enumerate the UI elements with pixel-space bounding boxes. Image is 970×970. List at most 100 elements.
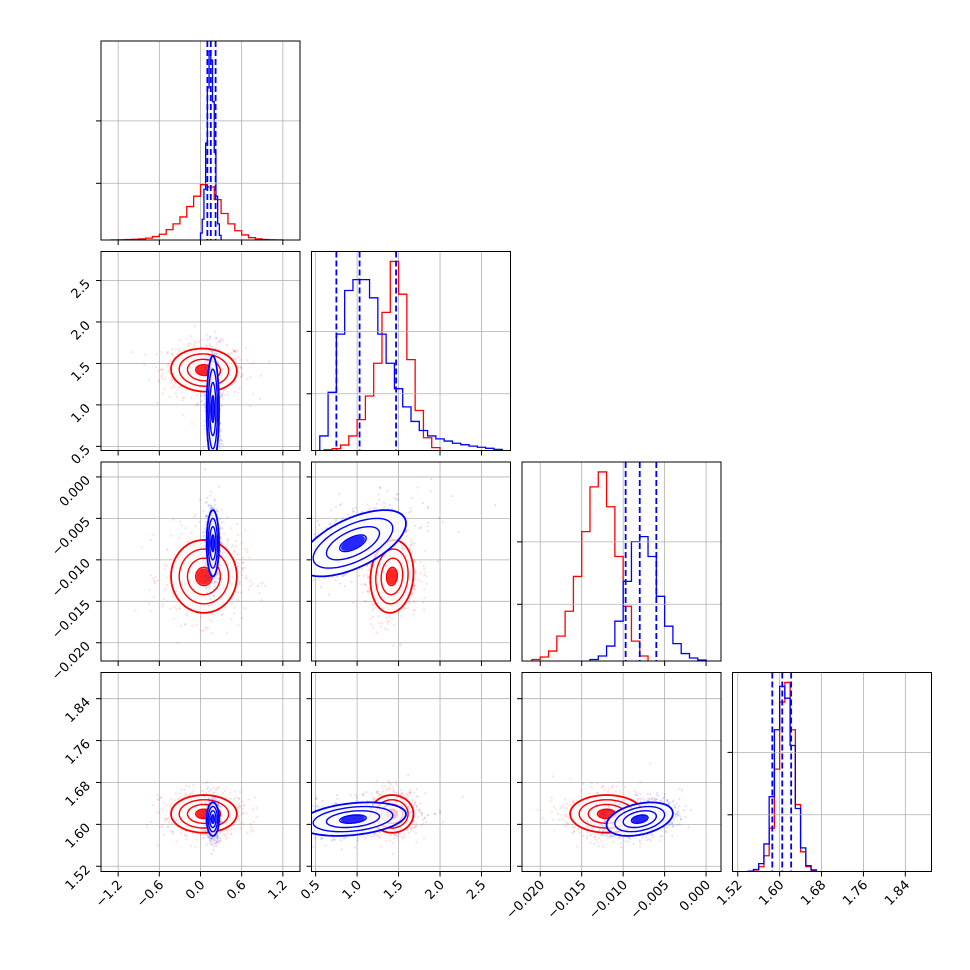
scatter-point (245, 577, 248, 580)
scatter-point (202, 789, 205, 792)
scatter-point (192, 343, 196, 346)
scatter-point (207, 835, 210, 838)
scatter-point (180, 624, 183, 628)
scatter-point (215, 789, 218, 792)
scatter-point (221, 613, 224, 616)
scatter-point (203, 823, 206, 826)
scatter-point (239, 826, 242, 830)
scatter-point (233, 350, 237, 353)
scatter-point (378, 562, 381, 565)
scatter-point (218, 577, 221, 580)
scatter-point (230, 352, 233, 355)
scatter-point (217, 451, 219, 453)
scatter-point (379, 486, 382, 489)
scatter-point (226, 538, 229, 541)
scatter-point (183, 348, 186, 351)
scatter-point (388, 788, 391, 791)
scatter-point (213, 839, 216, 842)
scatter-point (240, 542, 243, 545)
scatter-point (217, 840, 221, 843)
scatter-point (286, 581, 288, 583)
scatter-point (156, 370, 159, 373)
scatter-point (205, 803, 209, 806)
scatter-point (221, 404, 224, 407)
scatter-point (204, 501, 207, 504)
scatter-point (170, 386, 173, 389)
scatter-point (233, 350, 236, 354)
scatter-point (210, 797, 213, 800)
scatter-point (360, 583, 363, 586)
scatter-point (221, 527, 224, 530)
scatter-point (230, 602, 234, 606)
scatter-point (209, 839, 213, 843)
scatter-point (242, 812, 245, 815)
scatter-point (249, 823, 252, 826)
scatter-point (386, 620, 389, 623)
scatter-point (230, 546, 233, 549)
scatter-point (399, 642, 402, 645)
scatter-point (222, 587, 225, 590)
scatter-point (175, 608, 178, 611)
plot-area (531, 462, 707, 661)
scatter-point (236, 553, 239, 556)
scatter-point (175, 840, 178, 843)
scatter-point (414, 578, 417, 581)
contour-3 (205, 355, 220, 451)
scatter-point (215, 468, 217, 470)
scatter-point (252, 829, 255, 833)
scatter-point (338, 492, 341, 495)
scatter-point (244, 346, 248, 350)
scatter-point (205, 375, 208, 378)
x-tick-label-4: 1.2 (265, 878, 290, 903)
scatter-point (216, 468, 218, 470)
scatter-point (216, 454, 218, 456)
scatter-point (220, 374, 223, 377)
scatter-point (413, 560, 416, 564)
scatter-point (426, 529, 430, 533)
scatter-point (215, 836, 218, 839)
scatter-point (194, 845, 197, 849)
scatter-point (415, 787, 418, 791)
panel-1-1 (306, 251, 511, 456)
scatter-point (211, 503, 213, 505)
scatter-point (318, 523, 321, 527)
scatter-point (206, 834, 209, 837)
scatter-point (205, 501, 209, 504)
scatter-point (375, 571, 379, 574)
scatter-point (210, 482, 212, 484)
scatter-point (164, 567, 167, 570)
scatter-point (243, 566, 246, 569)
scatter-point (343, 573, 347, 577)
scatter-point (226, 352, 229, 355)
scatter-point (360, 510, 363, 513)
scatter-point (204, 833, 207, 836)
scatter-point (210, 504, 213, 507)
panel-3-0: 1.521.601.681.761.84−1.2 −0.6 0.0 0.6 1.2 (63, 672, 301, 911)
scatter-point (366, 589, 369, 593)
scatter-point (457, 531, 460, 534)
scatter-point (214, 797, 217, 801)
scatter-point (329, 522, 332, 525)
scatter-point (239, 571, 242, 574)
scatter-point (260, 598, 263, 602)
scatter-point (172, 384, 175, 387)
scatter-point (189, 844, 193, 848)
scatter-point (365, 573, 368, 576)
histogram-series-0 (323, 260, 441, 451)
scatter-point (249, 585, 252, 588)
scatter-point (223, 789, 227, 792)
scatter-point (218, 373, 221, 376)
scatter-point (202, 535, 205, 538)
scatter-point (219, 818, 222, 821)
scatter-point (205, 515, 208, 518)
scatter-point (171, 830, 174, 833)
scatter-point (358, 574, 361, 577)
scatter-point (193, 345, 196, 348)
scatter-point (207, 464, 209, 466)
scatter-point (372, 626, 375, 629)
scatter-point (194, 513, 197, 516)
scatter-point (328, 593, 331, 596)
scatter-point (203, 398, 206, 401)
scatter-point (200, 629, 203, 632)
